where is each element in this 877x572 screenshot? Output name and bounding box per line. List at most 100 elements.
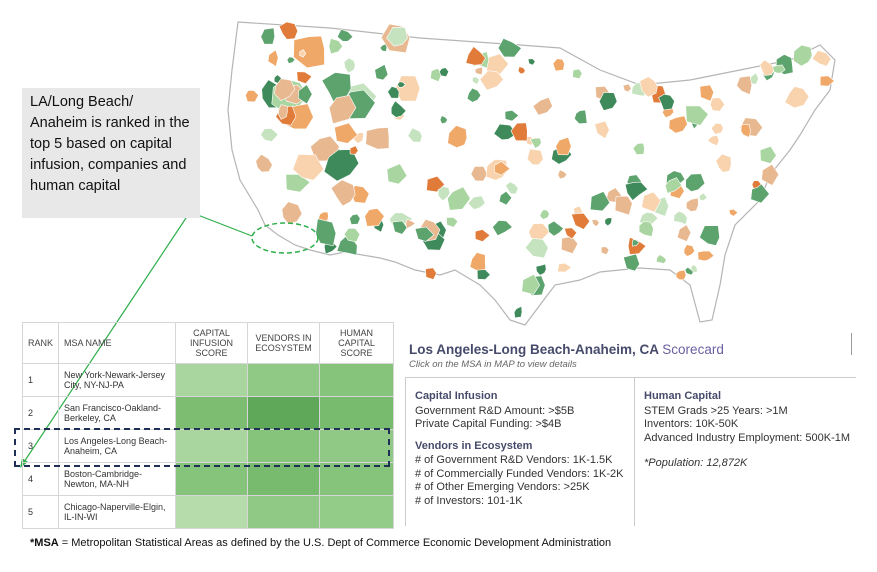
msa-region[interactable] — [751, 180, 762, 189]
msa-region[interactable] — [437, 186, 451, 202]
msa-region[interactable] — [498, 190, 513, 206]
msa-region[interactable] — [631, 239, 640, 247]
msa-region[interactable] — [479, 70, 504, 91]
msa-region[interactable] — [811, 50, 832, 67]
msa-region[interactable] — [656, 254, 667, 264]
msa-region[interactable] — [761, 163, 780, 186]
msa-region[interactable] — [772, 64, 786, 74]
msa-region[interactable] — [474, 66, 483, 75]
msa-region[interactable] — [293, 35, 325, 69]
msa-region[interactable] — [632, 142, 645, 155]
msa-region[interactable] — [470, 165, 488, 182]
msa-region[interactable] — [526, 148, 544, 166]
msa-region[interactable] — [699, 84, 715, 102]
msa-region[interactable] — [330, 179, 356, 207]
msa-region[interactable] — [476, 269, 491, 280]
msa-region[interactable] — [598, 92, 618, 111]
msa-region[interactable] — [504, 109, 520, 122]
msa-region[interactable] — [396, 81, 406, 88]
msa-region[interactable] — [684, 266, 695, 276]
msa-region[interactable] — [467, 195, 486, 210]
msa-region[interactable] — [472, 76, 480, 85]
msa-region[interactable] — [673, 210, 688, 225]
msa-region[interactable] — [664, 177, 683, 194]
msa-region[interactable] — [685, 105, 709, 126]
msa-region[interactable] — [315, 218, 337, 247]
msa-region[interactable] — [334, 122, 358, 144]
msa-region[interactable] — [281, 201, 303, 225]
msa-region[interactable] — [386, 27, 408, 47]
msa-region[interactable] — [447, 186, 471, 211]
msa-region[interactable] — [750, 183, 770, 204]
msa-region[interactable] — [563, 227, 578, 240]
msa-region[interactable] — [278, 104, 288, 120]
msa-region[interactable] — [683, 244, 696, 257]
msa-region[interactable] — [392, 220, 408, 235]
msa-region[interactable] — [296, 71, 313, 85]
msa-region[interactable] — [267, 49, 279, 67]
msa-region[interactable] — [736, 75, 753, 96]
msa-region[interactable] — [364, 208, 385, 227]
msa-region[interactable] — [557, 262, 573, 273]
msa-region[interactable] — [614, 195, 633, 216]
msa-region[interactable] — [343, 228, 361, 243]
msa-region[interactable] — [668, 115, 688, 134]
msa-region[interactable] — [429, 68, 443, 82]
msa-region[interactable] — [318, 211, 329, 222]
msa-region[interactable] — [328, 38, 343, 55]
msa-region[interactable] — [759, 145, 777, 164]
msa-region[interactable] — [555, 136, 572, 156]
msa-region[interactable] — [278, 21, 299, 40]
msa-region[interactable] — [374, 63, 389, 81]
msa-region[interactable] — [497, 37, 522, 58]
msa-region[interactable] — [604, 217, 613, 227]
msa-region[interactable] — [447, 125, 468, 148]
msa-region[interactable] — [521, 274, 540, 295]
msa-region[interactable] — [405, 218, 417, 230]
msa-region[interactable] — [819, 75, 835, 87]
msa-region[interactable] — [591, 219, 600, 228]
msa-region[interactable] — [517, 66, 526, 74]
msa-region[interactable] — [529, 137, 542, 149]
msa-region[interactable] — [466, 87, 482, 103]
msa-region[interactable] — [299, 49, 307, 58]
msa-region[interactable] — [641, 191, 662, 213]
msa-region[interactable] — [697, 250, 715, 262]
msa-region[interactable] — [675, 269, 687, 281]
msa-region[interactable] — [493, 123, 518, 141]
msa-region[interactable] — [349, 213, 361, 225]
msa-region[interactable] — [260, 27, 276, 45]
msa-region[interactable] — [539, 209, 550, 220]
msa-region[interactable] — [407, 127, 423, 143]
msa-region[interactable] — [710, 122, 724, 135]
msa-region[interactable] — [513, 305, 523, 319]
msa-region[interactable] — [494, 161, 511, 176]
msa-region[interactable] — [638, 221, 654, 237]
msa-region[interactable] — [784, 86, 810, 109]
msa-region[interactable] — [589, 191, 611, 212]
msa-region[interactable] — [465, 46, 486, 66]
msa-region[interactable] — [623, 253, 640, 272]
msa-region[interactable] — [255, 153, 273, 173]
msa-region[interactable] — [439, 67, 450, 78]
msa-region[interactable] — [474, 229, 491, 242]
msa-region[interactable] — [387, 86, 400, 99]
msa-region[interactable] — [525, 135, 534, 146]
msa-region[interactable] — [690, 264, 698, 273]
msa-region[interactable] — [552, 58, 565, 72]
msa-region[interactable] — [510, 122, 528, 142]
msa-region[interactable] — [527, 58, 536, 66]
msa-region[interactable] — [414, 226, 435, 242]
msa-region[interactable] — [685, 197, 699, 212]
msa-region[interactable] — [245, 89, 259, 103]
msa-region[interactable] — [446, 216, 459, 228]
msa-region[interactable] — [639, 76, 658, 98]
msa-region[interactable] — [286, 56, 296, 64]
msa-region[interactable] — [292, 153, 325, 181]
msa-region[interactable] — [547, 220, 564, 237]
msa-region[interactable] — [535, 263, 547, 276]
msa-region[interactable] — [328, 94, 357, 125]
msa-region[interactable] — [759, 59, 776, 76]
msa-region[interactable] — [740, 123, 751, 138]
msa-region[interactable] — [492, 220, 513, 236]
